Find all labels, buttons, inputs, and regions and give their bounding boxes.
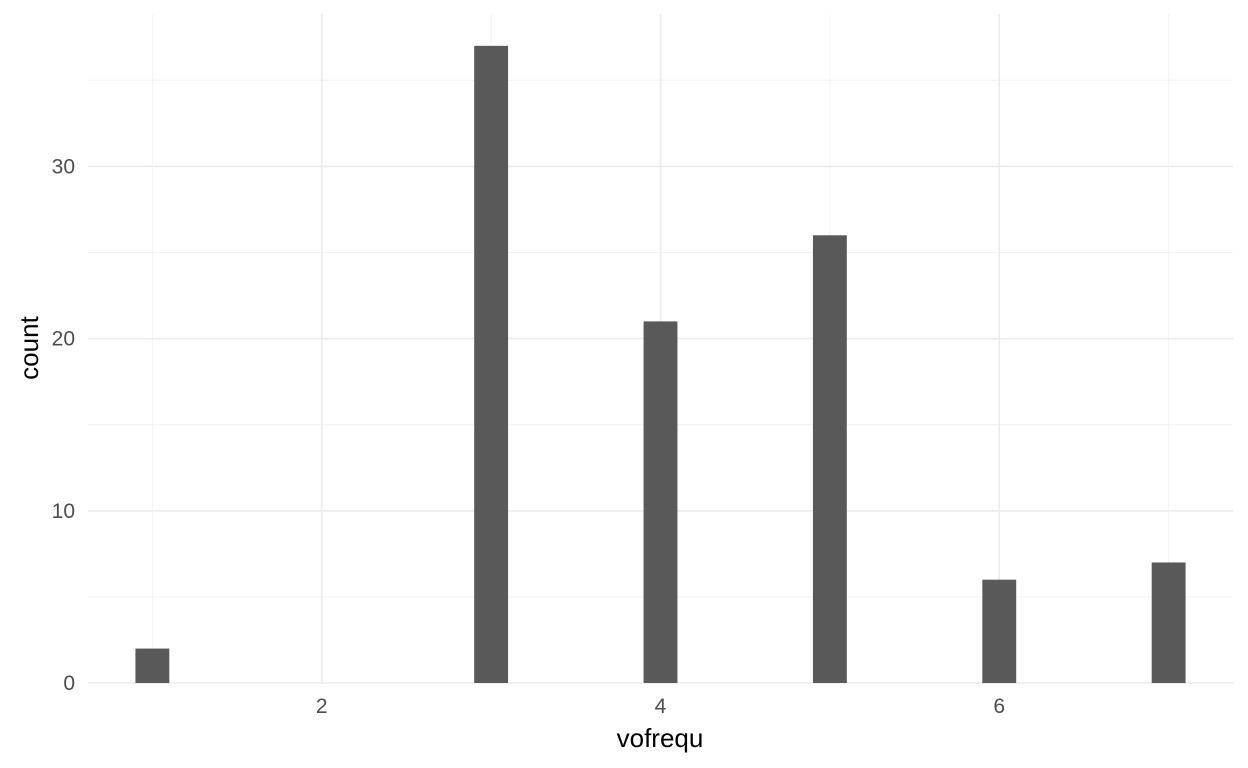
bar [474,45,509,684]
y-tick-label: 30 [52,155,75,178]
x-tick-label: 4 [655,695,667,718]
x-tick-label: 6 [993,695,1005,718]
x-axis-title: vofrequ [617,723,704,753]
y-axis-title: count [14,315,44,379]
bar [135,648,170,683]
y-tick-labels: 0 10 20 30 [52,155,75,695]
bars [135,45,1186,684]
x-tick-labels: 2 4 6 [316,695,1005,718]
y-tick-label: 10 [52,500,75,523]
x-tick-label: 2 [316,695,328,718]
bar [643,321,678,683]
y-tick-label: 20 [52,328,75,351]
y-tick-label: 0 [63,672,75,695]
bar [982,579,1017,683]
bar [812,235,847,683]
bar [1151,562,1186,683]
